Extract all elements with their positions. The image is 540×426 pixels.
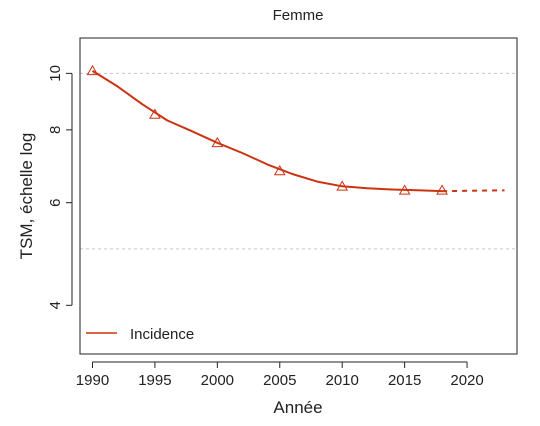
- y-axis-title: TSM, échelle log: [17, 133, 36, 260]
- chart-title: Femme: [273, 7, 324, 24]
- x-tick-label-2000: 2000: [201, 372, 234, 389]
- plot-frame: [79, 37, 518, 355]
- reference-lines: [80, 72, 517, 250]
- x-axis: 1990 1995 2000 2005 2010 2015 2020: [76, 361, 484, 389]
- series-line-incidence: [91, 70, 443, 193]
- data-point-1995: [149, 108, 161, 119]
- x-tick-label-2015: 2015: [388, 372, 421, 389]
- plot-area: [86, 64, 505, 195]
- x-tick-label-2010: 2010: [326, 372, 359, 389]
- data-point-2018: [436, 184, 448, 195]
- legend-label-incidence: Incidence: [130, 326, 194, 343]
- x-tick-label-2020: 2020: [450, 372, 483, 389]
- y-tick-label-8: 8: [47, 126, 64, 134]
- series-projection-incidence: [442, 189, 505, 193]
- y-tick-label-10: 10: [47, 65, 64, 82]
- data-point-2015: [398, 184, 411, 195]
- data-point-2010: [336, 180, 349, 191]
- x-tick-label-1990: 1990: [76, 372, 109, 389]
- data-point-2000: [211, 136, 224, 148]
- x-axis-title: Année: [273, 398, 322, 417]
- data-point-2005: [273, 164, 286, 176]
- y-tick-label-6: 6: [47, 199, 64, 207]
- x-tick-label-2005: 2005: [263, 372, 296, 389]
- x-tick-label-1995: 1995: [138, 372, 171, 389]
- legend: Incidence: [86, 326, 194, 343]
- data-point-1990: [86, 64, 99, 76]
- y-axis: 4 6 8 10: [47, 65, 73, 309]
- y-tick-label-4: 4: [47, 301, 64, 309]
